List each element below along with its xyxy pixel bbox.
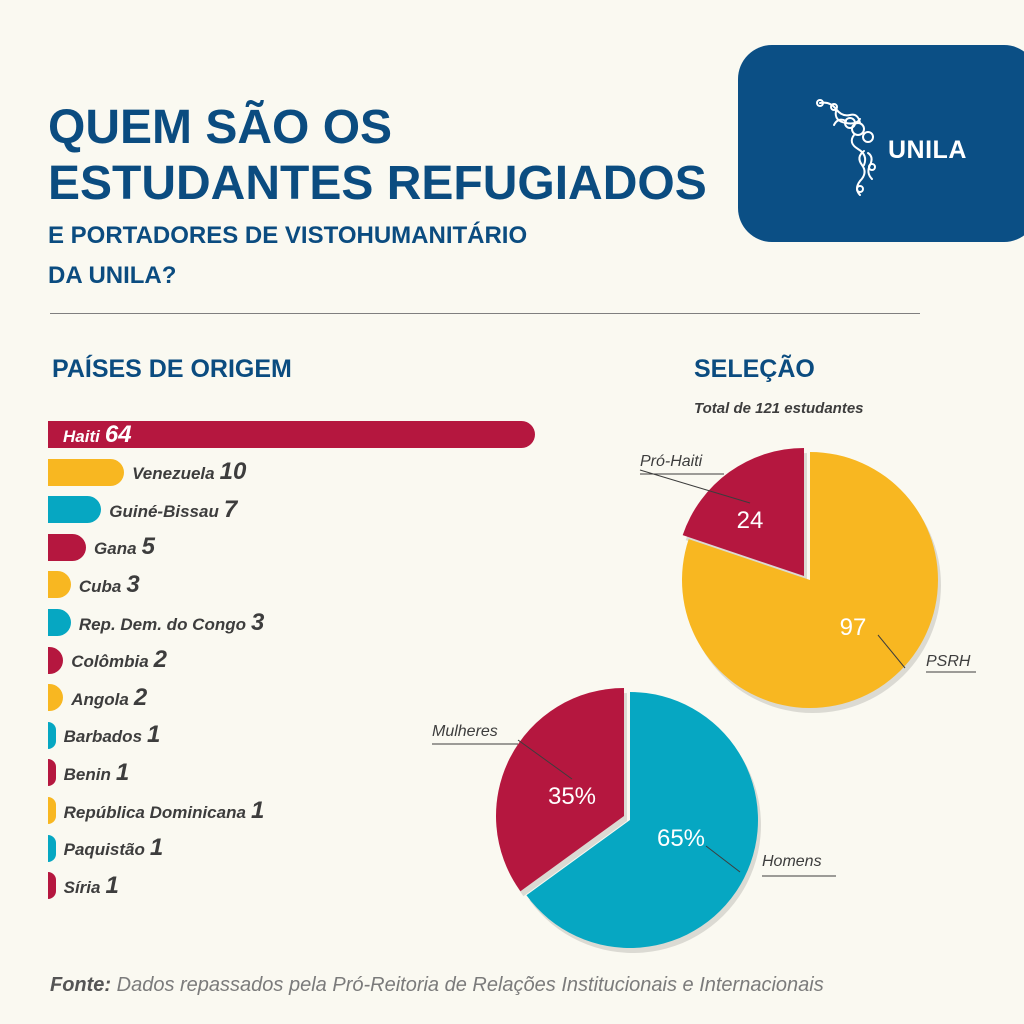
- header-divider: [50, 313, 920, 314]
- bar-category: Cuba: [78, 576, 122, 596]
- bar-venezuela: [48, 458, 125, 486]
- pie-label-psrh: PSRH: [926, 653, 971, 670]
- bar-siria: [48, 872, 56, 900]
- bar-label-colombia: Colômbia 2: [71, 646, 167, 676]
- page-subtitle: E PORTADORES DE VISTOHUMANITÁRIO DA UNIL…: [48, 216, 527, 296]
- selection-section-title: SELEÇÃO: [694, 355, 815, 383]
- bar-category: Colômbia: [71, 652, 149, 672]
- bar-label-siria: Síria 1: [64, 872, 119, 902]
- bar-value: 3: [251, 608, 265, 636]
- bar-value: 1: [147, 721, 161, 749]
- pie-value-homens: 65%: [657, 825, 705, 852]
- bar-guine-bissau: [48, 496, 102, 524]
- leader-line: [639, 469, 751, 504]
- bar-cuba: [48, 571, 71, 599]
- pie-label-mulheres: Mulheres: [432, 723, 498, 740]
- countries-section-title: PAÍSES DE ORIGEM: [52, 355, 292, 383]
- page-title-line-1: QUEM SÃO OS: [48, 101, 393, 154]
- bar-category: Síria: [63, 877, 101, 897]
- bar-gana: [48, 533, 87, 561]
- bar-value: 1: [115, 758, 130, 786]
- pie-value-mulheres: 35%: [548, 783, 596, 810]
- latin-america-map-icon: [816, 99, 876, 196]
- bar-category: República Dominicana: [63, 802, 246, 822]
- pie-label-homens: Homens: [762, 853, 822, 870]
- page-subtitle-line-1: E PORTADORES DE VISTOHUMANITÁRIO: [48, 222, 528, 249]
- bar-value: 3: [126, 570, 140, 598]
- bar-category: Angola: [71, 689, 129, 709]
- source-text: Dados repassados pela Pró-Reitoria de Re…: [116, 974, 824, 996]
- bar-value: 1: [105, 871, 119, 899]
- page-subtitle-line-2: DA UNILA?: [48, 262, 177, 289]
- bar-label-angola: Angola 2: [71, 684, 147, 714]
- bar-label-benin: Benin 1: [64, 759, 130, 789]
- pie-slice-mulheres: [496, 688, 624, 892]
- leader-line: [705, 845, 741, 873]
- bar-label-paquistao: Paquistão 1: [64, 834, 164, 864]
- bar-value: 5: [141, 533, 155, 561]
- bar-paquistao: [48, 834, 56, 862]
- bar-label-venezuela: Venezuela 10: [132, 458, 246, 488]
- bar-category: Paquistão: [63, 840, 145, 860]
- pie-slice-pro-haiti: [682, 448, 804, 576]
- bar-angola: [48, 684, 64, 712]
- pie-label-pro-haiti: Pró-Haiti: [640, 453, 703, 470]
- bar-colombia: [48, 646, 64, 674]
- selection-subtitle: Total de 121 estudantes: [694, 400, 864, 417]
- bar-label-cuba: Cuba 3: [79, 571, 140, 601]
- bar-category: Gana: [94, 539, 137, 559]
- leader-line: [517, 739, 573, 780]
- pie-value-psrh: 97: [840, 614, 867, 641]
- bar-category: Venezuela: [132, 464, 215, 484]
- page-title: QUEM SÃO OS ESTUDANTES REFUGIADOS: [48, 100, 707, 212]
- source-note: Fonte: Dados repassados pela Pró-Reitori…: [50, 974, 824, 997]
- bar-value: 2: [133, 683, 148, 711]
- bar-value: 64: [104, 420, 132, 448]
- bar-label-republica-dominicana: República Dominicana 1: [64, 797, 265, 827]
- bar-barbados: [48, 721, 56, 749]
- bar-label-barbados: Barbados 1: [64, 721, 161, 751]
- bar-category: Haiti: [63, 426, 100, 446]
- bar-category: Guiné-Bissau: [109, 501, 219, 521]
- bar-value: 1: [250, 796, 265, 824]
- bar-category: Rep. Dem. do Congo: [78, 614, 246, 634]
- leader-line: [877, 634, 906, 669]
- pie-value-pro-haiti: 24: [737, 507, 764, 534]
- bar-label-guine-bissau: Guiné-Bissau 7: [109, 496, 237, 526]
- bar-benin: [48, 759, 56, 787]
- bar-category: Barbados: [63, 727, 143, 747]
- bar-value: 7: [223, 495, 238, 523]
- pie-slice-psrh: [681, 452, 938, 708]
- bar-label-rep-dem-do-congo: Rep. Dem. do Congo 3: [79, 609, 265, 639]
- bar-republica-dominicana: [48, 797, 56, 824]
- bar-rep-dem-do-congo: [48, 609, 71, 636]
- pie-slice-homens: [526, 692, 759, 949]
- logo-text: UNILA: [888, 136, 967, 164]
- bar-label-gana: Gana 5: [94, 533, 155, 563]
- page-title-line-2: ESTUDANTES REFUGIADOS: [48, 157, 707, 210]
- bar-value: 2: [153, 646, 168, 674]
- bar-haiti: [48, 421, 535, 448]
- bar-category: Benin: [63, 764, 111, 784]
- bar-value: 10: [219, 458, 247, 486]
- unila-logo-panel: [738, 45, 1024, 242]
- source-label: Fonte:: [50, 974, 112, 996]
- bar-value: 1: [149, 834, 164, 862]
- bar-label-haiti: Haiti 64: [63, 421, 132, 451]
